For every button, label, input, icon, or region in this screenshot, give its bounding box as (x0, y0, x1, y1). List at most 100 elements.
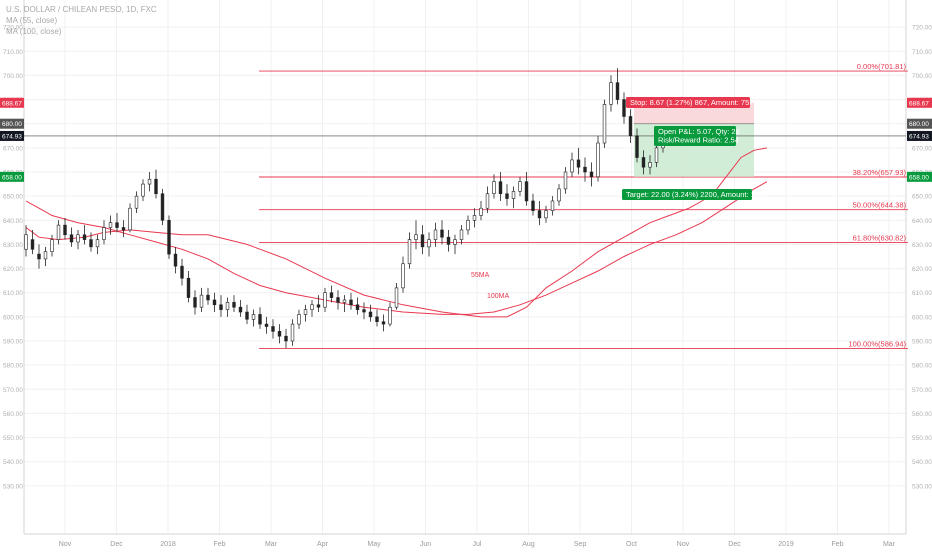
candle-body (121, 227, 126, 231)
x-tick-label: 2019 (778, 541, 794, 548)
candle-body (297, 314, 301, 325)
price-badge-left (0, 118, 24, 129)
candle-body (401, 263, 405, 289)
candle-body (524, 181, 529, 202)
candle-body (180, 265, 184, 279)
price-badge-left (0, 97, 24, 108)
x-tick-label: Dec (110, 541, 123, 548)
candle-body (251, 314, 256, 320)
x-tick-label: Aug (522, 541, 535, 548)
candle-body (245, 311, 249, 320)
y-tick-label-left: 560.00 (3, 411, 23, 418)
candle-body (518, 181, 522, 192)
candle-body (225, 302, 230, 310)
candle-body (219, 304, 223, 310)
y-tick-label-left: 620.00 (3, 266, 23, 273)
candle-body (323, 292, 327, 308)
y-tick-label-right: 600.00 (912, 314, 932, 321)
ma100-label: 100MA (487, 293, 510, 300)
candle-body (258, 314, 262, 325)
candle-body (531, 200, 535, 211)
candle-body (472, 215, 477, 221)
candle-body (635, 135, 639, 158)
candle-body (583, 166, 587, 173)
y-tick-label-left: 720.00 (3, 25, 23, 32)
y-tick-label-left: 550.00 (3, 435, 23, 442)
candle-body (505, 193, 509, 199)
ma55-label: 55MA (471, 272, 490, 279)
candle-body (167, 219, 171, 255)
symbol-title: U.S. DOLLAR / CHILEAN PESO, 1D, FXC (6, 5, 157, 14)
candle-body (173, 253, 178, 267)
candle-body (420, 234, 425, 248)
candle-body (648, 162, 652, 168)
candle-body (134, 195, 139, 209)
candle-body (446, 236, 451, 245)
candle-body (56, 224, 61, 240)
price-badge-right (907, 130, 932, 141)
x-tick-label: Jun (420, 541, 431, 548)
y-tick-label-left: 540.00 (3, 459, 23, 466)
candle-body (544, 210, 548, 219)
y-tick-label-right: 720.00 (912, 25, 932, 32)
candle-body (37, 253, 41, 260)
candle-body (160, 193, 165, 221)
y-tick-label-right: 610.00 (912, 290, 932, 297)
candle-body (433, 229, 438, 240)
chart-legend: U.S. DOLLAR / CHILEAN PESO, 1D, FXC MA (… (6, 4, 157, 37)
candle-body (362, 309, 366, 313)
candle-body (82, 234, 87, 240)
x-tick-label: Nov (677, 541, 690, 548)
x-tick-label: Feb (213, 541, 225, 548)
candle-body (459, 229, 464, 240)
candle-body (368, 311, 373, 318)
candle-body (609, 82, 613, 105)
price-badge-right-text: 658.00 (909, 174, 929, 181)
fib-level-label: 100.00%(586.94) (848, 339, 906, 348)
candle-body (238, 306, 243, 313)
x-tick-label: Feb (831, 541, 843, 548)
price-badge-left-text: 658.00 (2, 174, 22, 181)
candle-body (466, 219, 470, 231)
x-tick-label: Oct (626, 541, 637, 548)
y-tick-label-right: 530.00 (912, 483, 932, 490)
candle-body (24, 234, 28, 250)
y-tick-label-left: 530.00 (3, 483, 23, 490)
candle-body (453, 239, 457, 245)
fib-level-label: 38.20%(657.93) (853, 168, 907, 177)
candle-body (557, 188, 561, 202)
candle-body (355, 304, 360, 310)
candle-body (193, 297, 197, 308)
y-tick-label-left: 630.00 (3, 242, 23, 249)
y-tick-label-right: 580.00 (912, 363, 932, 370)
price-badge-right (907, 97, 932, 108)
candle-body (271, 326, 275, 332)
price-badge-right-text: 688.67 (909, 100, 929, 107)
candle-body (511, 191, 516, 199)
candle-body (427, 239, 431, 248)
candle-body (30, 239, 35, 250)
candle-body (95, 239, 100, 248)
price-badge-left-text: 688.67 (2, 100, 22, 107)
ma100-legend: MA (100, close) (6, 27, 62, 36)
stop-zone (634, 102, 754, 124)
price-badge-left (0, 130, 24, 141)
candle-body (641, 157, 646, 168)
stop-label-text: Stop: 8.67 (1.27%) 867, Amount: 757.24 (630, 98, 764, 107)
price-badge-left-text: 674.93 (2, 133, 22, 140)
y-tick-label-right: 640.00 (912, 218, 932, 225)
y-tick-label-left: 600.00 (3, 314, 23, 321)
y-tick-label-left: 580.00 (3, 363, 23, 370)
y-tick-label-right: 540.00 (912, 459, 932, 466)
y-tick-label-left: 670.00 (3, 145, 23, 152)
candle-body (264, 323, 269, 327)
target-label-text: Target: 22.00 (3.24%) 2200, Amount: 1616 (626, 190, 767, 199)
candle-body (115, 222, 119, 228)
candle-body (498, 181, 503, 195)
price-badge-right (907, 171, 932, 182)
candle-body (50, 239, 54, 252)
candle-body (277, 331, 282, 337)
y-tick-label-left: 590.00 (3, 339, 23, 346)
